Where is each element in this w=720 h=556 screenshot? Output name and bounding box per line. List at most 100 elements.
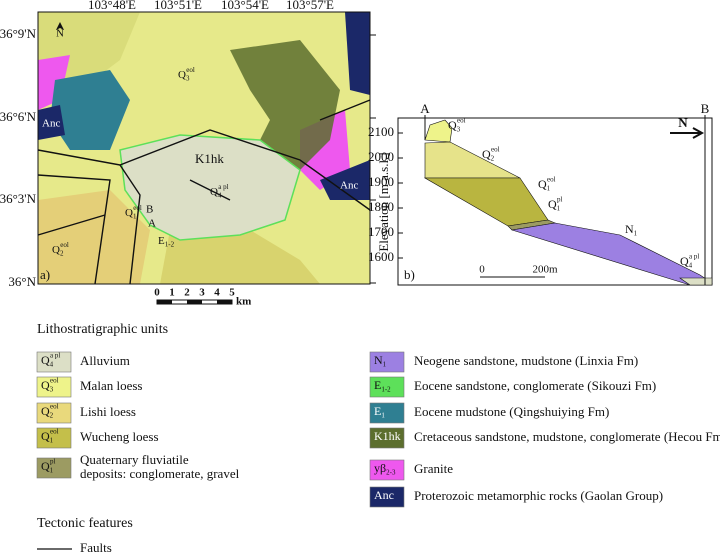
symbol-base: Q	[41, 353, 50, 367]
unit-symbol: Q2eol	[41, 402, 59, 419]
map-unit	[345, 12, 370, 95]
north-label: N	[678, 115, 688, 130]
symbol-base: E	[374, 378, 381, 392]
unit-symbol: Q2eol	[482, 145, 500, 162]
y-axis-label: Elevation [m a.s.l.]	[376, 152, 391, 251]
map-unit	[160, 230, 320, 284]
unit-symbol: Q4a pl	[680, 252, 699, 269]
symbol-sup: eol	[50, 427, 59, 435]
map-label: B	[146, 204, 153, 216]
symbol-sub: 1	[50, 436, 54, 444]
scale-tick-label: 2	[184, 287, 190, 299]
legend-label: deposits: conglomerate, gravel	[80, 466, 240, 481]
symbol-base: N	[625, 222, 634, 236]
symbol-base: Q	[41, 429, 50, 443]
symbol-sup: eol	[491, 145, 500, 153]
unit-symbol: Q1pl	[548, 195, 563, 212]
legend-label: Proterozoic metamorphic rocks (Gaolan Gr…	[414, 488, 663, 503]
symbol-sub: 2	[491, 154, 495, 162]
symbol-base: Q	[482, 147, 491, 161]
legend-swatch	[36, 402, 72, 424]
unit-symbol: yβ2-3	[374, 461, 396, 476]
longitude-label: 103°57'E	[286, 0, 334, 12]
symbol-sup: a pl	[218, 183, 228, 191]
unit-symbol: Q1eol	[41, 427, 59, 444]
symbol-sub: 1	[557, 204, 561, 212]
longitude-label: 103°51'E	[154, 0, 202, 12]
symbol-sup: eol	[186, 66, 195, 74]
symbol-sub: 2-3	[386, 468, 396, 476]
legend-label: Quaternary fluviatile	[80, 452, 189, 467]
section-end: B	[701, 101, 710, 116]
section-start: A	[420, 101, 430, 116]
symbol-base: yβ	[374, 461, 386, 475]
symbol-sup: eol	[50, 402, 59, 410]
map-frame	[37, 11, 371, 285]
symbol-base: Q	[178, 69, 186, 81]
symbol-sub: 1	[50, 466, 54, 474]
legend-swatch	[36, 427, 72, 449]
legend-swatch	[369, 402, 405, 424]
map-label: Anc	[42, 118, 60, 130]
symbol-base: Q	[41, 404, 50, 418]
legend-label: Eocene mudstone (Qingshuiying Fm)	[414, 404, 609, 419]
unit-symbol: Q3eol	[178, 66, 195, 82]
y-tick-label: 2100	[368, 124, 394, 139]
symbol-sub: 1-2	[381, 385, 391, 393]
unit-symbol: E1-2	[158, 235, 175, 248]
section-scale-label: 200m	[532, 264, 558, 276]
scale-tick-label: 0	[154, 287, 160, 299]
legend-title: Tectonic features	[37, 516, 133, 531]
unit-symbol: N1	[625, 222, 638, 237]
symbol-sup: pl	[557, 195, 563, 203]
symbol-base: Q	[41, 459, 50, 473]
symbol-sub: 4	[218, 191, 222, 199]
symbol-sub: 3	[186, 74, 190, 82]
symbol-sub: 2	[60, 249, 64, 257]
legend-label: Malan loess	[80, 378, 142, 393]
symbol-base: N	[374, 353, 383, 367]
legend-label: Cretaceous sandstone, mudstone, conglome…	[414, 429, 720, 444]
legend-label: Alluvium	[80, 353, 130, 368]
symbol-sub: 1	[634, 229, 638, 237]
longitude-label: 103°54'E	[221, 0, 269, 12]
symbol-base: Q	[680, 254, 689, 268]
scale-bar	[156, 299, 233, 305]
map-unit	[320, 160, 370, 200]
map-label: Anc	[340, 180, 358, 192]
symbol-sub: 3	[50, 385, 54, 393]
north-label: N	[56, 28, 64, 40]
symbol-base: Anc	[374, 488, 394, 502]
map-unit	[38, 55, 70, 110]
unit-symbol: Q3eol	[41, 376, 59, 393]
map-panel: a) N K1hk Anc Anc A B km	[37, 11, 371, 308]
legend-label: Granite	[414, 461, 453, 476]
unit-symbol: N1	[374, 353, 387, 368]
symbol-base: Q	[538, 177, 547, 191]
legend-label: Faults	[80, 540, 112, 555]
unit-symbol: Q1eol	[125, 204, 142, 220]
scale-tick-label: 5	[229, 287, 235, 299]
legend-label: Eocene sandstone, conglomerate (Sikouzi …	[414, 378, 656, 393]
unit-symbol: Q1pl	[41, 457, 56, 474]
symbol-sub: 1	[547, 184, 551, 192]
symbol-sub: 1	[133, 212, 137, 220]
symbol-base: Q	[548, 197, 557, 211]
symbol-sup: eol	[133, 204, 142, 212]
section-unit	[424, 119, 453, 143]
unit-symbol: Anc	[374, 488, 394, 502]
map-unit	[119, 134, 301, 241]
symbol-sub: 2	[50, 411, 54, 419]
symbol-base: E	[374, 404, 381, 418]
y-tick-label: 2000	[368, 149, 394, 164]
legend-swatch	[369, 459, 405, 481]
unit-symbol: Q2eol	[52, 241, 69, 257]
symbol-sub: 3	[457, 125, 461, 133]
y-tick-label: 1800	[368, 199, 394, 214]
map-label: A	[148, 218, 156, 230]
symbol-base: K1hk	[374, 429, 401, 443]
y-tick-label: 1900	[368, 174, 394, 189]
symbol-sup: a pl	[689, 252, 699, 260]
symbol-base: Q	[448, 118, 457, 132]
